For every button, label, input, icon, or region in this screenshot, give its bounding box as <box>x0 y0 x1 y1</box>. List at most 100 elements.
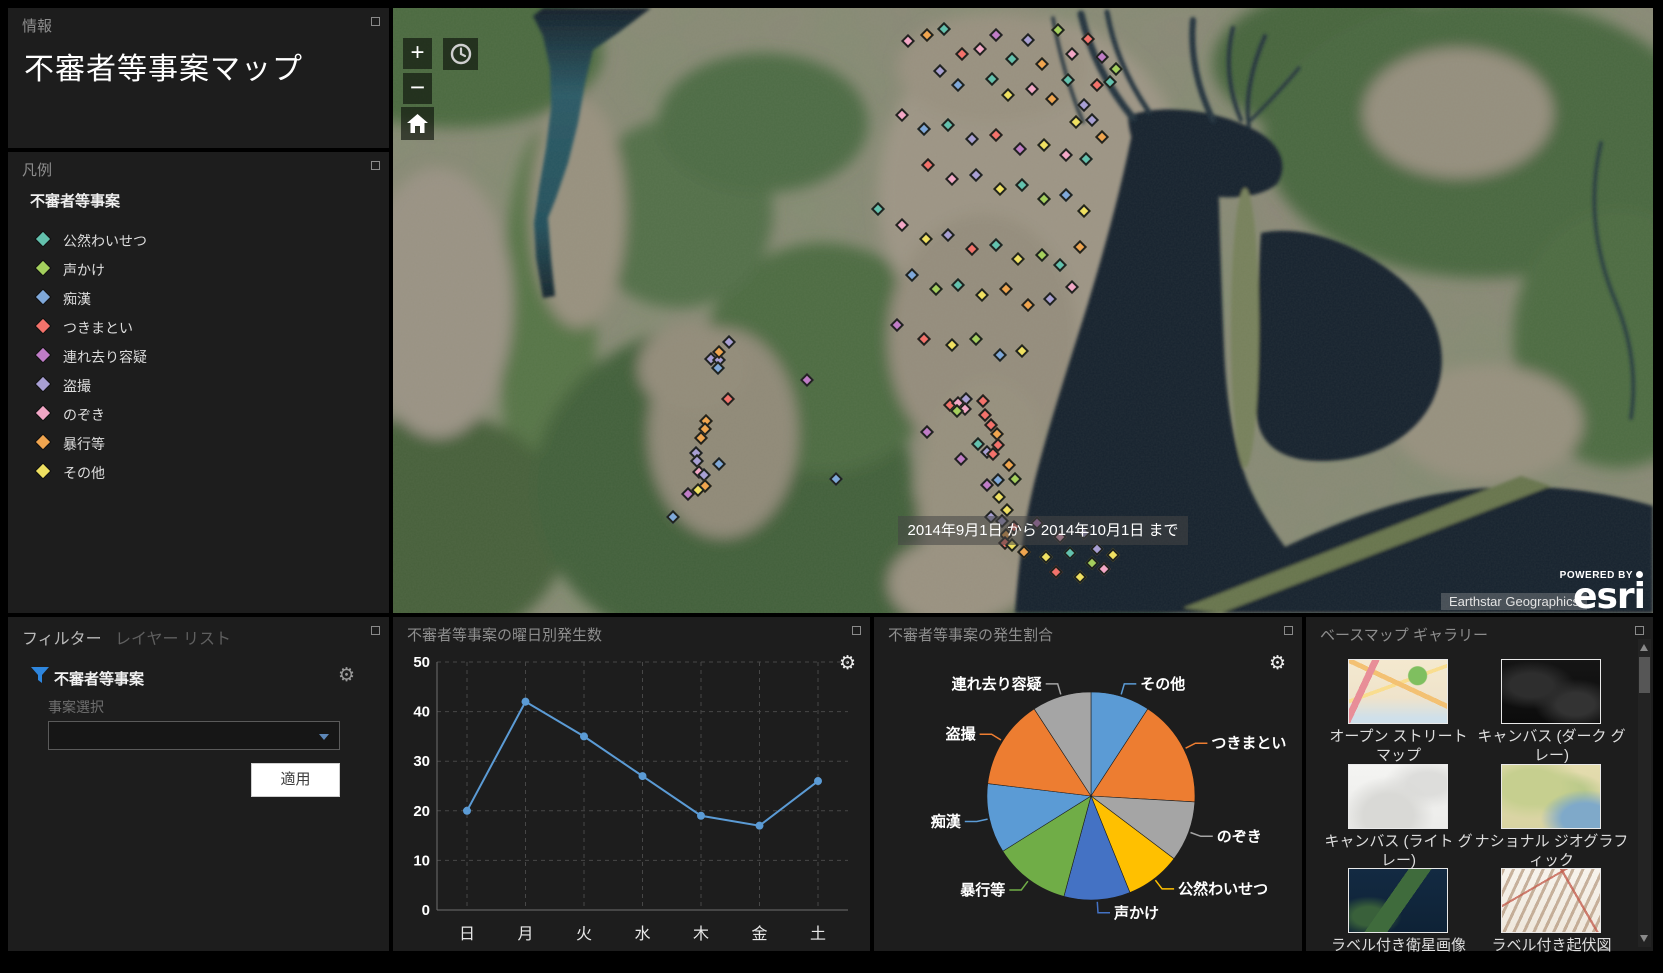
basemap-gallery-title: ベースマップ ギャラリー <box>1320 627 1488 644</box>
legend-item: 暴行等 <box>8 429 389 458</box>
legend-item: 痴漢 <box>8 284 389 313</box>
tab-layer-list[interactable]: レイヤー リスト <box>115 631 231 648</box>
zoom-out-button[interactable]: − <box>403 73 432 104</box>
line-chart-panel: 不審者等事案の曜日別発生数 ⚙ 0 10 20 30 40 50 日 月 火 水 木 金 土 <box>393 617 870 951</box>
map-attribution: Earthstar Geographics <box>1441 593 1588 610</box>
legend-item: 声かけ <box>8 255 389 284</box>
legend-item-label: つきまとい <box>63 320 133 336</box>
tab-filter[interactable]: フィルター <box>22 631 102 648</box>
filter-funnel-icon <box>31 667 49 683</box>
time-range-label: 2014年9月1日 から 2014年10月1日 まで <box>898 516 1188 545</box>
apply-button[interactable]: 適用 <box>251 763 340 797</box>
svg-text:声かけ: 声かけ <box>1113 904 1159 922</box>
legend-item: 盗撮 <box>8 371 389 400</box>
legend-diamond-icon <box>35 463 51 479</box>
svg-text:土: 土 <box>810 925 826 943</box>
expand-icon[interactable] <box>371 161 380 170</box>
filter-layer-label: 不審者等事案 <box>54 671 145 688</box>
svg-text:20: 20 <box>413 803 430 820</box>
scroll-down-icon[interactable] <box>1640 935 1648 942</box>
basemap-thumbnail[interactable] <box>1348 659 1448 724</box>
gear-icon[interactable]: ⚙ <box>1268 652 1286 674</box>
legend-diamond-icon <box>35 405 51 421</box>
expand-icon[interactable] <box>852 626 861 635</box>
legend-item: その他 <box>8 458 389 487</box>
gear-icon[interactable]: ⚙ <box>337 664 355 686</box>
legend-item-label: 公然わいせつ <box>63 233 147 249</box>
legend-panel: 凡例 不審者等事案 公然わいせつ 声かけ 痴漢 つきまとい 連れ去り容疑 盗撮 のぞき 暴行等… <box>8 152 389 613</box>
basemap-thumbnail[interactable] <box>1348 763 1448 829</box>
legend-diamond-icon <box>35 434 51 450</box>
basemap-thumbnail[interactable] <box>1348 868 1448 933</box>
page-title: 不審者等事案マップ <box>24 53 303 86</box>
legend-item-label: のぞき <box>63 407 105 423</box>
legend-diamond-icon <box>35 231 51 247</box>
svg-text:40: 40 <box>413 704 430 721</box>
basemap-label: ラベル付き起伏図 <box>1491 937 1612 954</box>
case-select-dropdown[interactable] <box>48 721 340 750</box>
time-slider-button[interactable] <box>443 38 478 70</box>
legend-item: 公然わいせつ <box>8 226 389 255</box>
case-select-label: 事案選択 <box>48 699 104 715</box>
expand-icon[interactable] <box>1284 626 1293 635</box>
basemap-label: ラベル付き衛星画像 <box>1330 937 1466 954</box>
scroll-up-icon[interactable] <box>1640 644 1648 651</box>
pie-chart: その他 つきまとい のぞき 公然わいせつ 声かけ 暴行等 痴漢 盗撮 連れ去り容疑 <box>874 617 1302 956</box>
info-panel: 情報 不審者等事案マップ <box>8 8 389 148</box>
basemap-label: オープン ストリート マップ <box>1329 728 1468 764</box>
basemap-thumbnail[interactable] <box>1501 763 1601 829</box>
svg-text:つきまとい: つきまとい <box>1211 735 1286 752</box>
expand-icon[interactable] <box>371 626 380 635</box>
basemap-label: キャンバス (ダーク グレー) <box>1477 728 1626 764</box>
svg-text:痴漢: 痴漢 <box>931 813 962 831</box>
basemap-thumbnail[interactable] <box>1501 659 1601 724</box>
legend-item-label: 連れ去り容疑 <box>63 349 147 365</box>
legend-item-label: 盗撮 <box>63 378 91 394</box>
legend-item-label: その他 <box>63 465 105 481</box>
svg-text:月: 月 <box>517 926 533 943</box>
map-panel[interactable]: + − 2014年9月1日 から 2014年10月1日 まで Earthstar… <box>393 8 1653 613</box>
expand-icon[interactable] <box>371 17 380 26</box>
svg-text:30: 30 <box>413 753 430 770</box>
pie-chart-panel: 不審者等事案の発生割合 ⚙ その他 つきまとい のぞき 公然わいせつ 声かけ 暴行等 痴漢 盗… <box>874 617 1302 951</box>
svg-text:公然わいせつ: 公然わいせつ <box>1178 880 1268 898</box>
gear-icon[interactable]: ⚙ <box>838 652 856 674</box>
legend-item: つきまとい <box>8 313 389 342</box>
scrollbar-thumb[interactable] <box>1639 657 1650 693</box>
legend-diamond-icon <box>35 376 51 392</box>
legend-group-title: 不審者等事案 <box>30 193 121 210</box>
zoom-in-button[interactable]: + <box>403 38 432 69</box>
home-icon <box>407 114 428 133</box>
svg-text:暴行等: 暴行等 <box>960 881 1005 899</box>
basemap-label: ナショナル ジオグラフィック <box>1474 832 1629 869</box>
line-chart-title: 不審者等事案の曜日別発生数 <box>407 627 603 644</box>
legend-diamond-icon <box>35 318 51 334</box>
expand-icon[interactable] <box>1635 626 1644 635</box>
home-button[interactable] <box>401 107 434 140</box>
svg-text:その他: その他 <box>1140 675 1185 693</box>
basemap-gallery-panel: ベースマップ ギャラリー オープン ストリート マップ キャンバス (ダーク グレ… <box>1306 617 1653 954</box>
filter-panel: フィルター レイヤー リスト 不審者等事案 ⚙ 事案選択 適用 <box>8 617 389 951</box>
legend-diamond-icon <box>35 289 51 305</box>
legend-diamond-icon <box>35 260 51 276</box>
svg-text:日: 日 <box>459 926 475 943</box>
esri-logo: esri <box>1573 576 1646 613</box>
powered-by-label: POWERED BY <box>1560 570 1643 581</box>
legend-item-label: 声かけ <box>63 262 105 278</box>
clock-icon <box>450 43 471 65</box>
svg-text:水: 水 <box>634 925 650 943</box>
legend-diamond-icon <box>35 347 51 363</box>
satellite-map-image <box>393 8 1653 613</box>
basemap-thumbnail[interactable] <box>1501 868 1601 933</box>
svg-text:火: 火 <box>576 926 592 943</box>
svg-text:のぞき: のぞき <box>1217 828 1262 845</box>
svg-text:連れ去り容疑: 連れ去り容疑 <box>952 675 1042 693</box>
pie-chart-title: 不審者等事案の発生割合 <box>888 627 1054 644</box>
legend-item: 連れ去り容疑 <box>8 342 389 371</box>
line-chart: 0 10 20 30 40 50 日 月 火 水 木 金 土 <box>393 617 870 956</box>
esri-globe-icon <box>1636 571 1643 578</box>
svg-text:金: 金 <box>751 925 767 943</box>
scrollbar[interactable] <box>1638 639 1651 947</box>
legend-item: のぞき <box>8 400 389 429</box>
legend-item-label: 暴行等 <box>63 436 105 452</box>
